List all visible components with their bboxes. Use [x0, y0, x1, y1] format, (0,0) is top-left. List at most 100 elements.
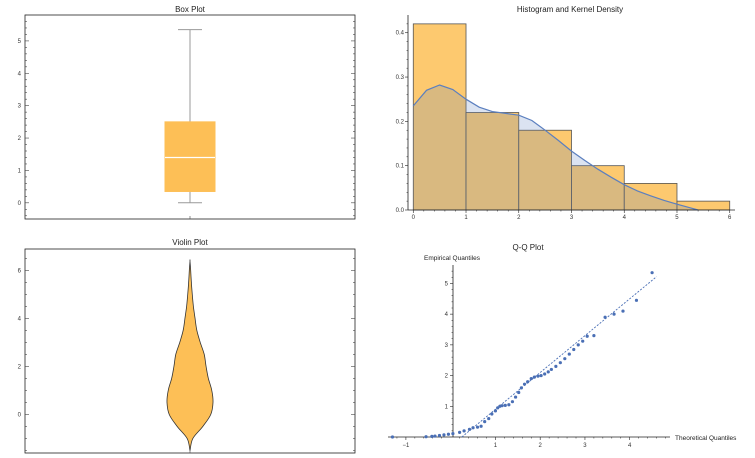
qq-point	[543, 372, 547, 376]
qq-point	[546, 370, 550, 374]
histogram-x-tick-label: 3	[570, 215, 574, 221]
qq-point	[462, 429, 466, 433]
qq-plot-title: Q-Q Plot	[512, 243, 544, 252]
qq-point	[437, 433, 442, 438]
qq-point	[479, 424, 483, 428]
qq-point	[585, 334, 589, 338]
box-plot-title: Box Plot	[175, 5, 206, 14]
qq-y-tick-label: 5	[445, 281, 449, 287]
violin-plot-panel: Violin Plot 0 2 4 6	[18, 238, 356, 454]
violin-y-tick-label: 4	[18, 317, 22, 323]
histogram-x-tick-label: 6	[728, 215, 732, 221]
qq-point	[517, 390, 521, 395]
box-iqr-rect	[164, 121, 216, 192]
histogram-x-tick-label: 0	[412, 215, 416, 221]
qq-point	[576, 343, 580, 347]
histogram-bar	[623, 183, 678, 211]
qq-point	[493, 409, 498, 413]
qq-point	[510, 400, 515, 404]
qq-point	[612, 312, 616, 316]
qq-point	[483, 420, 487, 424]
qq-point	[529, 377, 533, 381]
box-y-tick-label: 3	[18, 104, 22, 110]
violin-plot-title: Violin Plot	[172, 238, 208, 247]
qq-point	[451, 432, 455, 436]
qq-point	[634, 298, 639, 302]
box-y-tick-label: 5	[18, 39, 22, 45]
qq-point	[475, 425, 480, 429]
qq-x-axis-label: Theoretical Quantiles	[675, 435, 737, 442]
qq-point	[621, 309, 625, 313]
qq-point	[503, 403, 507, 407]
histogram-y-tick-label: 0.2	[396, 119, 405, 125]
qq-point	[603, 315, 607, 319]
qq-point	[563, 357, 567, 361]
qq-point	[433, 434, 437, 438]
qq-point	[519, 386, 523, 390]
box-y-tick-label: 4	[18, 71, 22, 77]
qq-point	[526, 380, 530, 384]
qq-point	[446, 432, 451, 436]
histogram-x-tick-label: 5	[675, 215, 679, 221]
histogram-title: Histogram and Kernel Density	[517, 5, 623, 14]
histogram-panel: Histogram and Kernel Density 0 1 2 3 4 5 6 0.0 0…	[396, 5, 735, 221]
qq-point	[572, 347, 576, 352]
qq-point	[549, 367, 553, 372]
box-y-tick-label: 1	[18, 168, 22, 174]
histogram-x-tick-label: 1	[464, 215, 468, 221]
qq-y-tick-label: 3	[445, 343, 449, 349]
qq-point	[442, 433, 446, 437]
qq-point	[496, 406, 500, 410]
qq-point	[567, 352, 571, 356]
qq-point	[554, 364, 558, 368]
qq-x-tick-label: 4	[628, 443, 632, 449]
qq-point	[650, 271, 654, 275]
qq-point	[390, 435, 395, 439]
qq-point	[522, 382, 527, 386]
qq-point	[467, 427, 472, 431]
box-plot-panel: Box Plot 0 1 2 3 4 5	[18, 5, 356, 220]
qq-point	[558, 361, 562, 365]
qq-point	[532, 375, 536, 379]
histogram-bar	[571, 165, 625, 211]
density-area	[413, 85, 699, 210]
qq-point	[424, 435, 428, 439]
histogram-x-tick-label: 4	[623, 215, 627, 221]
qq-point	[507, 403, 511, 407]
histogram-x-tick-label: 2	[517, 215, 521, 221]
violin-shape	[166, 259, 214, 451]
density-line	[412, 84, 699, 211]
qq-point	[430, 434, 434, 438]
qq-point	[487, 416, 491, 421]
qq-y-tick-label: 1	[445, 404, 449, 410]
histogram-y-tick-label: 0.1	[396, 164, 405, 170]
histogram-bar	[465, 112, 520, 211]
histogram-bar	[412, 23, 467, 211]
box-y-tick-label: 0	[18, 201, 22, 207]
qq-x-tick-label: −1	[402, 443, 410, 449]
box-y-tick-label: 2	[18, 136, 22, 142]
qq-y-tick-label: 2	[445, 374, 449, 380]
violin-y-tick-label: 6	[18, 269, 22, 275]
qq-x-tick-label: 1	[494, 443, 498, 449]
qq-point	[500, 404, 504, 408]
histogram-y-tick-label: 0.4	[396, 31, 405, 37]
qq-point	[471, 426, 475, 430]
qq-point	[592, 334, 596, 338]
violin-y-tick-label: 2	[18, 365, 22, 371]
qq-plot-panel: Q-Q Plot Empirical Quantiles Theoretical…	[388, 243, 737, 449]
qq-point	[513, 395, 518, 399]
qq-point	[458, 430, 462, 434]
histogram-y-tick-label: 0.0	[396, 208, 405, 214]
qq-point	[536, 374, 540, 378]
violin-y-tick-label: 0	[18, 413, 22, 419]
qq-x-tick-label: 2	[539, 443, 543, 449]
qq-y-axis-label: Empirical Quantiles	[424, 255, 481, 262]
qq-x-tick-label: 3	[583, 443, 587, 449]
histogram-y-tick-label: 0.3	[396, 75, 405, 81]
qq-point	[539, 373, 543, 378]
qq-y-tick-label: 4	[445, 312, 449, 318]
qq-point	[581, 339, 585, 343]
qq-point	[490, 412, 494, 416]
